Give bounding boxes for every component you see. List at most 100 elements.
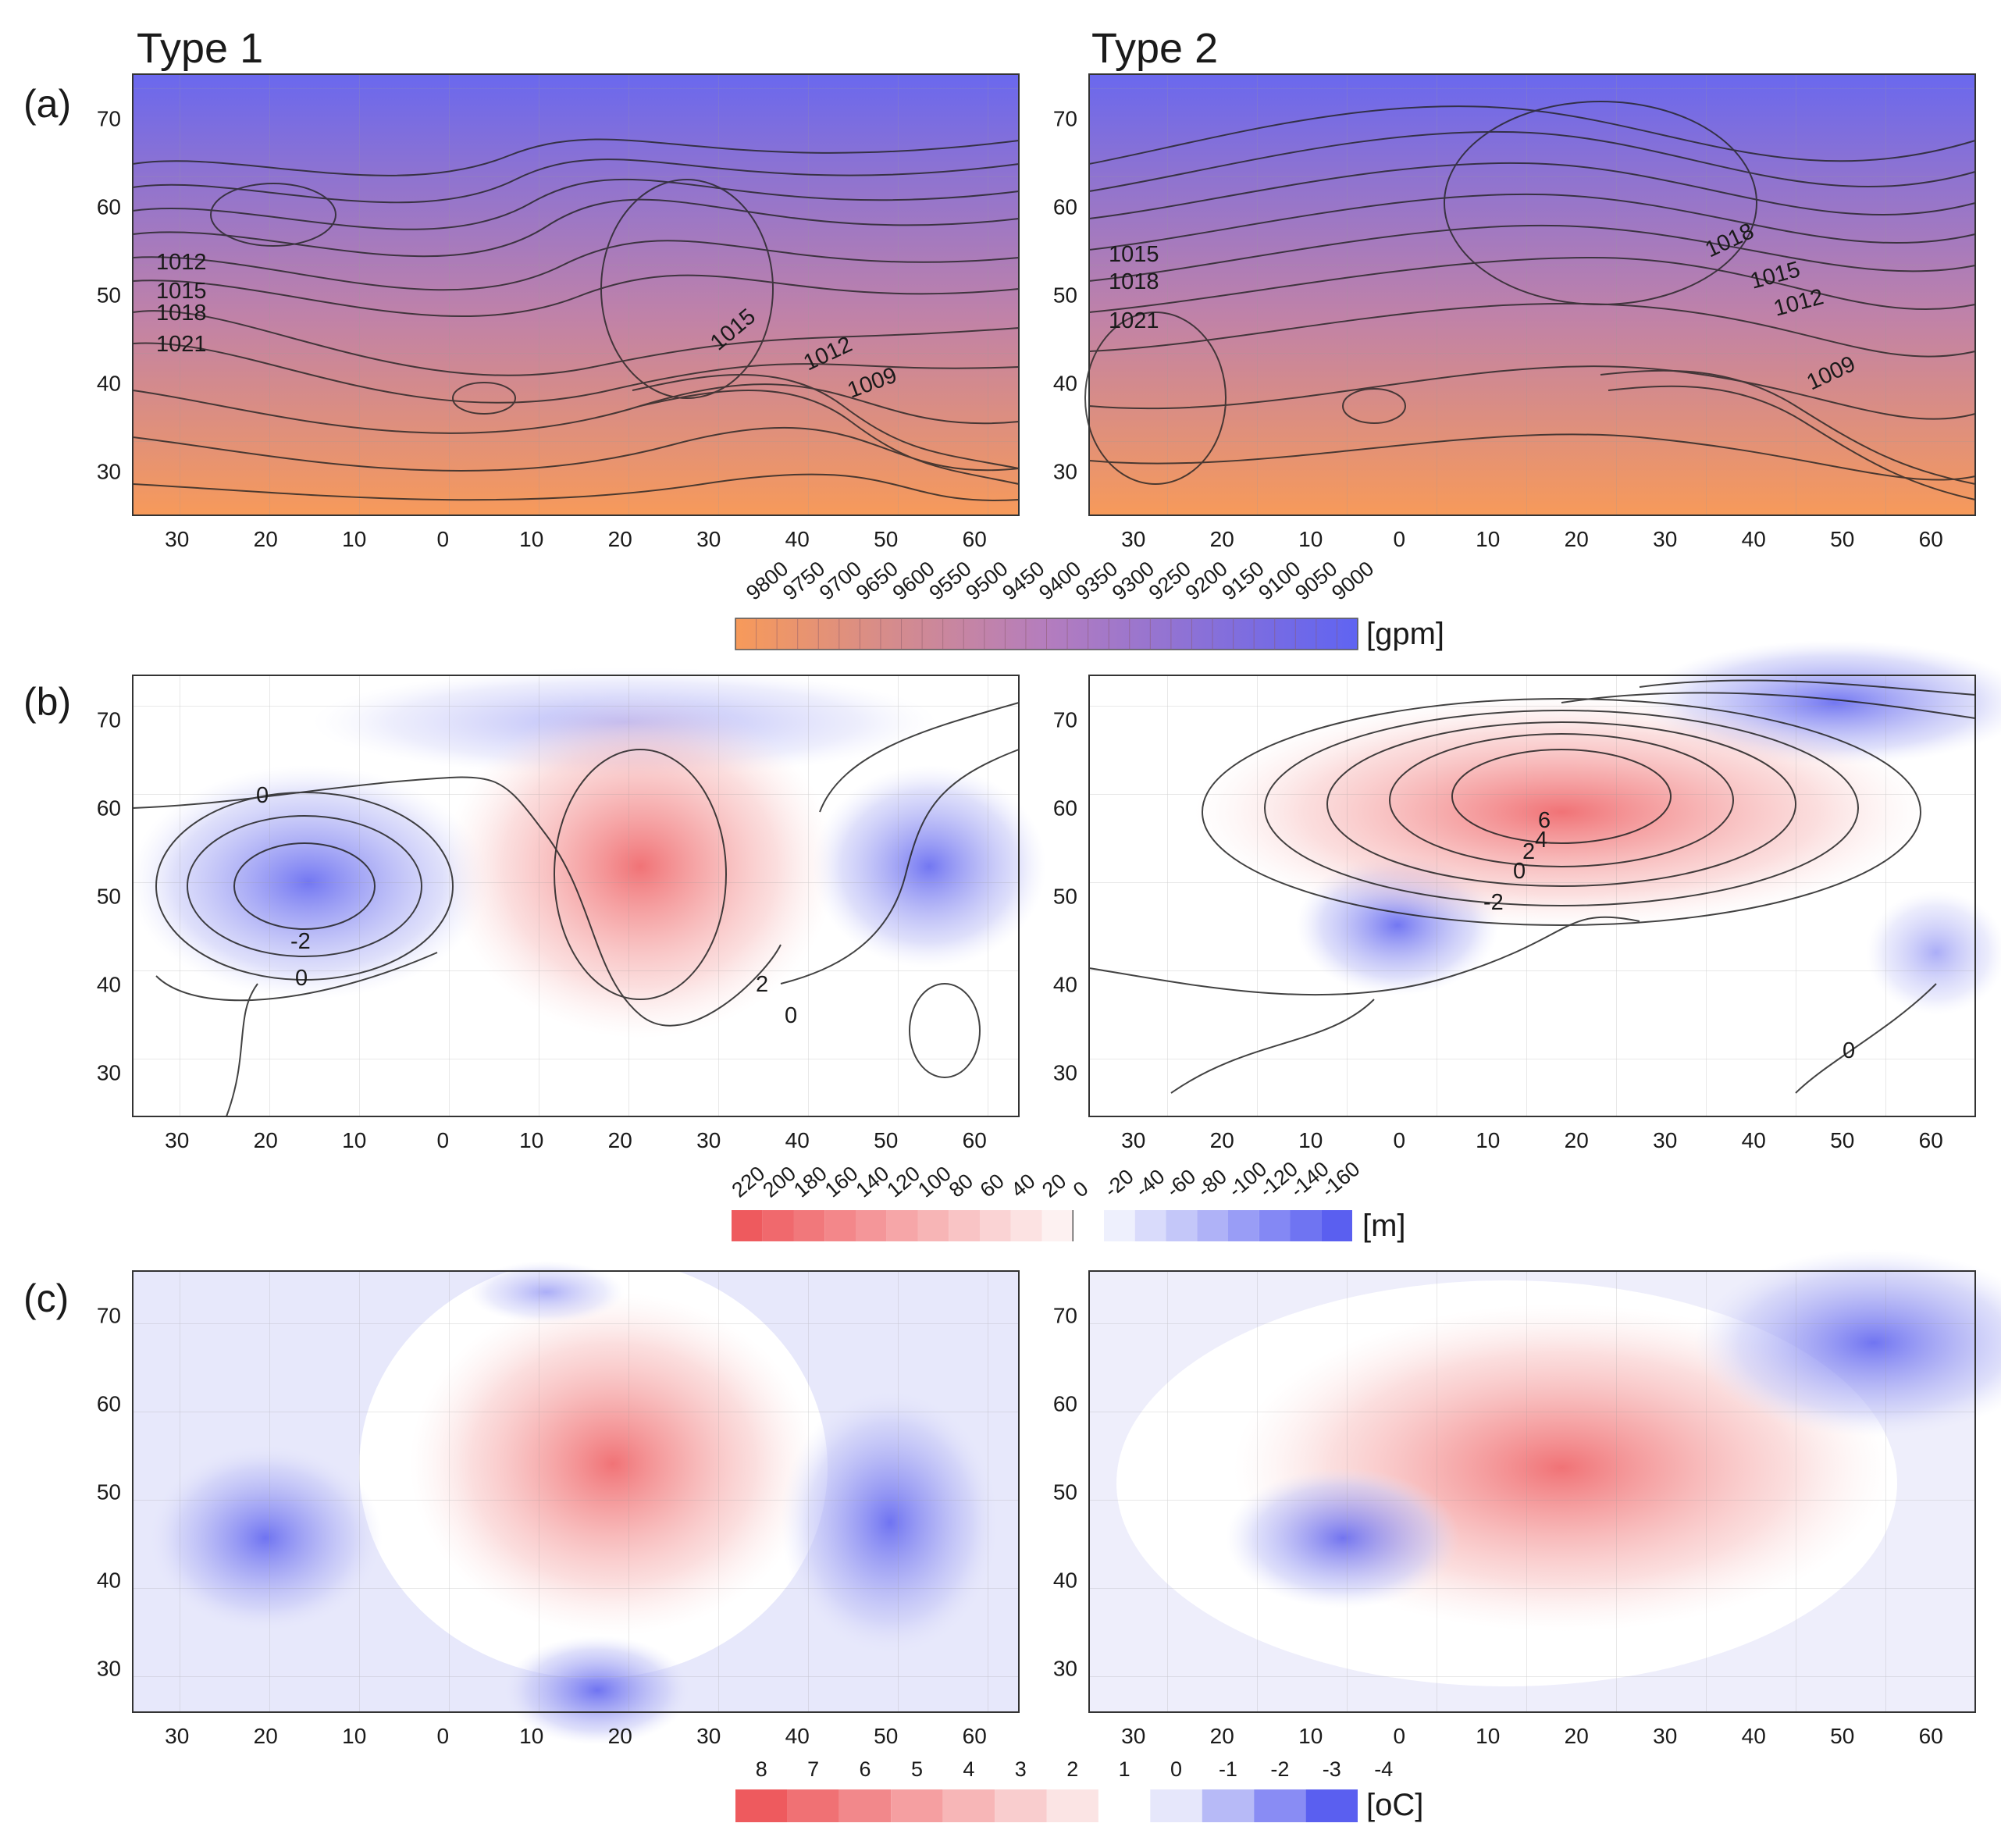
type2-title: Type 2 bbox=[1091, 25, 1218, 72]
isobar-label: 1018 bbox=[1109, 269, 1159, 294]
colorbar-c-cell bbox=[1046, 1789, 1098, 1822]
lon-tick-label: 40 bbox=[1742, 527, 1766, 551]
colorbar-m-cell bbox=[1041, 1210, 1073, 1241]
panel-a-type1: 1012 1015 1018 1021 1015 1012 1009 bbox=[132, 73, 1020, 516]
colorbar-c-label: -2 bbox=[1270, 1757, 1289, 1781]
lon-tick-label: 0 bbox=[1393, 1128, 1405, 1152]
lon-tick-label: 20 bbox=[1565, 527, 1589, 551]
colorbar-c-label: -4 bbox=[1374, 1757, 1393, 1781]
colorbar-c-label: 4 bbox=[963, 1757, 974, 1781]
lon-tick-label: 30 bbox=[1653, 527, 1677, 551]
colorbar-m-label: 60 bbox=[976, 1169, 1009, 1202]
lat-tick-label: 70 bbox=[1053, 708, 1077, 732]
lon-tick-label: 20 bbox=[1565, 1128, 1589, 1152]
lon-tick-label: 30 bbox=[1121, 1128, 1145, 1152]
colorbar-m-label: -160 bbox=[1317, 1157, 1365, 1202]
colorbar-c-label: 7 bbox=[807, 1757, 819, 1781]
lon-tick-label: 30 bbox=[165, 1128, 189, 1152]
lon-tick-label: 20 bbox=[608, 1128, 632, 1152]
colorbar-m-cell bbox=[886, 1210, 918, 1241]
colorbar-c-cell bbox=[1150, 1789, 1202, 1822]
lon-tick-label: 10 bbox=[342, 1724, 366, 1748]
colorbar-c-cell bbox=[942, 1789, 995, 1822]
lat-tick-label: 50 bbox=[97, 1480, 121, 1504]
contour-label: -2 bbox=[290, 929, 311, 954]
lon-tick-label: 10 bbox=[1298, 1128, 1323, 1152]
lon-tick-label: 0 bbox=[436, 527, 449, 551]
lat-tick-label: 50 bbox=[1053, 1480, 1077, 1504]
lon-tick-label: 30 bbox=[696, 527, 721, 551]
lon-tick-label: 60 bbox=[963, 1128, 987, 1152]
lat-tick-label: 40 bbox=[97, 973, 121, 997]
colorbar-c: 8 7 6 5 4 3 2 1 0 -1 -2 -3 -4 [oC] bbox=[735, 1757, 1423, 1822]
colorbar-m-label: 0 bbox=[1069, 1177, 1093, 1202]
lon-tick-label: 10 bbox=[1476, 527, 1500, 551]
lat-tick-label: 60 bbox=[97, 195, 121, 219]
lat-tick-label: 70 bbox=[1053, 107, 1077, 131]
lat-tick-label: 50 bbox=[97, 283, 121, 308]
contour-label: 0 bbox=[1843, 1038, 1855, 1063]
lon-tick-label: 20 bbox=[1210, 1724, 1234, 1748]
lat-tick-label: 30 bbox=[1053, 1061, 1077, 1085]
colorbar-m-cell bbox=[1073, 1210, 1104, 1241]
colorbar-m-cell bbox=[1134, 1210, 1166, 1241]
lat-tick-label: 70 bbox=[97, 1304, 121, 1328]
lon-tick-label: 40 bbox=[785, 527, 810, 551]
isobar-label: 1015 bbox=[156, 279, 207, 304]
lat-tick-label: 60 bbox=[97, 796, 121, 821]
contour-label: 0 bbox=[1513, 859, 1526, 884]
lat-tick-label: 60 bbox=[97, 1392, 121, 1416]
lon-tick-label: 60 bbox=[1919, 1128, 1943, 1152]
isobar-label: 1021 bbox=[1109, 308, 1159, 333]
colorbar-m-cell bbox=[1166, 1210, 1198, 1241]
isobars-a-type2 bbox=[1084, 101, 1976, 500]
lat-tick-label: 30 bbox=[97, 460, 121, 484]
colorbar-m-cell bbox=[856, 1210, 887, 1241]
lon-tick-label: 10 bbox=[342, 1128, 366, 1152]
lon-tick-label: 20 bbox=[254, 1724, 278, 1748]
colorbar-m-cell bbox=[762, 1210, 794, 1241]
colorbar-c-cell bbox=[735, 1789, 788, 1822]
lon-tick-label: 50 bbox=[874, 1724, 898, 1748]
colorbar-c-cell bbox=[787, 1789, 839, 1822]
panel-b-type1: 0 -2 0 2 0 bbox=[129, 668, 1046, 1117]
lat-tick-label: 30 bbox=[97, 1061, 121, 1085]
contour-label: 2 bbox=[1522, 839, 1535, 864]
colorbar-m-cell bbox=[1259, 1210, 1291, 1241]
lon-tick-label: 0 bbox=[436, 1724, 449, 1748]
colorbar-c-label: 2 bbox=[1066, 1757, 1078, 1781]
lat-tick-label: 50 bbox=[1053, 885, 1077, 909]
contour-label: 0 bbox=[256, 783, 269, 808]
lon-tick-label: 30 bbox=[1121, 527, 1145, 551]
colorbar-c-label: 1 bbox=[1119, 1757, 1130, 1781]
contour-label: 4 bbox=[1535, 828, 1547, 853]
row-label-c: (c) bbox=[23, 1277, 69, 1320]
lon-tick-label: 20 bbox=[608, 1724, 632, 1748]
lon-tick-label: 0 bbox=[436, 1128, 449, 1152]
lat-tick-label: 60 bbox=[1053, 796, 1077, 821]
lon-tick-label: 60 bbox=[963, 1724, 987, 1748]
lon-tick-label: 20 bbox=[1210, 527, 1234, 551]
isobar-label: 1018 bbox=[156, 301, 207, 326]
lon-tick-label: 10 bbox=[519, 1724, 543, 1748]
colorbar-m-cell bbox=[732, 1210, 763, 1241]
colorbar-c-label: 5 bbox=[911, 1757, 923, 1781]
lat-tick-label: 30 bbox=[1053, 1657, 1077, 1681]
type1-title: Type 1 bbox=[137, 25, 263, 72]
lon-tick-label: 30 bbox=[165, 527, 189, 551]
colorbar-gpm-label: 9000 bbox=[1327, 557, 1378, 605]
row-label-b: (b) bbox=[23, 680, 71, 724]
lon-tick-label: 50 bbox=[874, 527, 898, 551]
isobar-label: 1021 bbox=[156, 332, 207, 357]
lon-tick-label: 40 bbox=[785, 1128, 810, 1152]
lat-tick-label: 70 bbox=[97, 107, 121, 131]
panel-c-type1 bbox=[132, 1257, 1020, 1745]
contour-label: 0 bbox=[295, 966, 308, 991]
lat-tick-label: 60 bbox=[1053, 1392, 1077, 1416]
lon-tick-label: 10 bbox=[1298, 527, 1323, 551]
colorbar-c-cell bbox=[891, 1789, 943, 1822]
lon-tick-label: 30 bbox=[165, 1724, 189, 1748]
lon-tick-label: 20 bbox=[1565, 1724, 1589, 1748]
